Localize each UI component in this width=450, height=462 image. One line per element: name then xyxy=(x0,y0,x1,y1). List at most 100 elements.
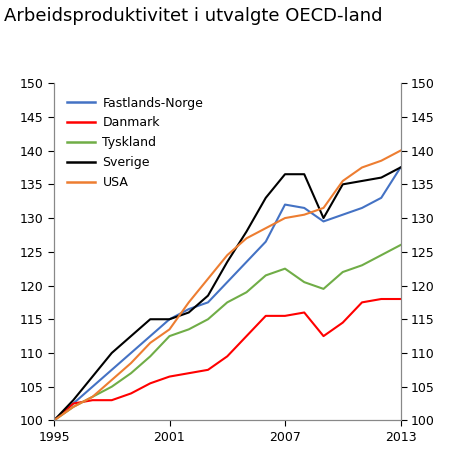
Fastlands-Norge xyxy=(359,205,364,211)
Fastlands-Norge xyxy=(90,384,95,389)
Danmark xyxy=(302,310,307,315)
Danmark xyxy=(263,313,269,319)
Danmark xyxy=(109,397,114,403)
Sverige xyxy=(71,397,76,403)
Sverige xyxy=(244,229,249,234)
Fastlands-Norge xyxy=(128,350,134,356)
Tyskland xyxy=(109,384,114,389)
Sverige xyxy=(148,316,153,322)
Fastlands-Norge xyxy=(109,367,114,373)
Danmark xyxy=(282,313,288,319)
Sverige xyxy=(321,215,326,221)
Line: Danmark: Danmark xyxy=(54,299,400,420)
Tyskland xyxy=(90,394,95,400)
USA xyxy=(51,418,57,423)
Sverige xyxy=(51,418,57,423)
Danmark xyxy=(71,401,76,407)
USA xyxy=(205,276,211,281)
Fastlands-Norge xyxy=(321,219,326,224)
Fastlands-Norge xyxy=(378,195,384,201)
Sverige xyxy=(282,171,288,177)
Tyskland xyxy=(244,290,249,295)
USA xyxy=(398,148,403,153)
Danmark xyxy=(244,334,249,339)
Danmark xyxy=(378,296,384,302)
Fastlands-Norge xyxy=(148,334,153,339)
Fastlands-Norge xyxy=(225,280,230,285)
Sverige xyxy=(398,165,403,170)
Danmark xyxy=(359,300,364,305)
Sverige xyxy=(205,293,211,298)
Legend: Fastlands-Norge, Danmark, Tyskland, Sverige, USA: Fastlands-Norge, Danmark, Tyskland, Sver… xyxy=(64,93,207,193)
Tyskland xyxy=(378,252,384,258)
Fastlands-Norge xyxy=(398,165,403,170)
Line: Sverige: Sverige xyxy=(54,168,400,420)
USA xyxy=(90,394,95,400)
Danmark xyxy=(51,418,57,423)
USA xyxy=(263,225,269,231)
USA xyxy=(359,165,364,170)
Line: Tyskland: Tyskland xyxy=(54,245,400,420)
USA xyxy=(321,205,326,211)
Sverige xyxy=(359,178,364,184)
Tyskland xyxy=(340,269,346,275)
Tyskland xyxy=(148,353,153,359)
Tyskland xyxy=(263,273,269,278)
Fastlands-Norge xyxy=(263,239,269,244)
Sverige xyxy=(340,182,346,187)
Tyskland xyxy=(282,266,288,272)
USA xyxy=(148,340,153,346)
USA xyxy=(71,404,76,410)
Sverige xyxy=(378,175,384,180)
Danmark xyxy=(340,320,346,325)
Fastlands-Norge xyxy=(186,306,191,312)
Danmark xyxy=(128,391,134,396)
Line: Fastlands-Norge: Fastlands-Norge xyxy=(54,168,400,420)
Sverige xyxy=(263,195,269,201)
Sverige xyxy=(90,374,95,379)
USA xyxy=(244,236,249,241)
Fastlands-Norge xyxy=(51,418,57,423)
Tyskland xyxy=(302,280,307,285)
Sverige xyxy=(128,334,134,339)
USA xyxy=(302,212,307,218)
Sverige xyxy=(225,259,230,265)
Sverige xyxy=(109,350,114,356)
Tyskland xyxy=(186,327,191,332)
Fastlands-Norge xyxy=(340,212,346,218)
Sverige xyxy=(186,310,191,315)
Sverige xyxy=(167,316,172,322)
Danmark xyxy=(186,371,191,376)
Tyskland xyxy=(51,418,57,423)
Text: Arbeidsproduktivitet i utvalgte OECD-land: Arbeidsproduktivitet i utvalgte OECD-lan… xyxy=(4,7,383,25)
USA xyxy=(128,360,134,366)
Fastlands-Norge xyxy=(205,300,211,305)
Tyskland xyxy=(128,371,134,376)
Tyskland xyxy=(359,262,364,268)
USA xyxy=(378,158,384,164)
Fastlands-Norge xyxy=(244,259,249,265)
USA xyxy=(167,327,172,332)
USA xyxy=(186,300,191,305)
Tyskland xyxy=(225,300,230,305)
Danmark xyxy=(90,397,95,403)
Danmark xyxy=(321,334,326,339)
USA xyxy=(282,215,288,221)
Fastlands-Norge xyxy=(302,205,307,211)
Fastlands-Norge xyxy=(167,316,172,322)
Danmark xyxy=(205,367,211,373)
Tyskland xyxy=(205,316,211,322)
Danmark xyxy=(148,381,153,386)
Fastlands-Norge xyxy=(71,401,76,407)
Tyskland xyxy=(321,286,326,292)
USA xyxy=(225,252,230,258)
USA xyxy=(109,377,114,383)
USA xyxy=(340,178,346,184)
Tyskland xyxy=(167,334,172,339)
Sverige xyxy=(302,171,307,177)
Danmark xyxy=(167,374,172,379)
Danmark xyxy=(225,353,230,359)
Line: USA: USA xyxy=(54,151,400,420)
Tyskland xyxy=(398,242,403,248)
Fastlands-Norge xyxy=(282,202,288,207)
